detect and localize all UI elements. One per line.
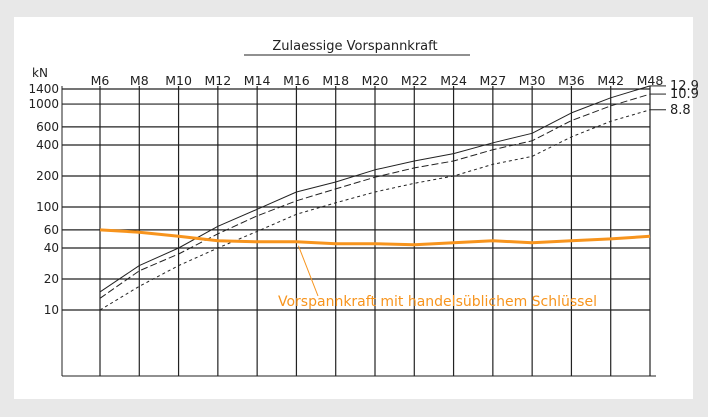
chart-panel	[14, 17, 693, 399]
y-tick-label: 60	[44, 223, 59, 237]
series-line-grade-12-9	[99, 85, 651, 293]
y-axis-label: kN	[32, 66, 48, 80]
x-tick-label: M48	[637, 73, 664, 88]
y-tick-label: 1000	[28, 97, 59, 111]
x-tick-label: M6	[91, 73, 110, 88]
series-end-label: 8.8	[670, 103, 691, 118]
x-tick-label: M10	[165, 73, 192, 88]
x-tick-label: M36	[558, 73, 585, 88]
annotation-leader	[297, 245, 319, 297]
annotation-label: Vorspannkraft mit handelsüblichem Schlüs…	[278, 294, 597, 310]
series-line-grade-10-9	[99, 93, 651, 299]
chart-title: Zulaessige Vorspannkraft	[272, 39, 437, 54]
x-tick-label: M42	[597, 73, 624, 88]
x-tick-label: M18	[322, 73, 349, 88]
y-tick-label: 600	[36, 120, 59, 134]
y-tick-label: 10	[44, 303, 59, 317]
x-tick-label: M16	[283, 73, 310, 88]
x-tick-label: M12	[205, 73, 232, 88]
y-tick-label: 100	[36, 200, 59, 214]
series-end-label: 12.9	[670, 79, 699, 94]
y-tick-label: 400	[36, 138, 59, 152]
y-tick-label: 200	[36, 169, 59, 183]
x-tick-label: M22	[401, 73, 428, 88]
y-tick-label: 20	[44, 272, 59, 286]
y-tick-label: 1400	[28, 82, 59, 96]
series-line-wrench-preload	[99, 228, 651, 247]
x-tick-label: M27	[480, 73, 507, 88]
x-tick-label: M30	[519, 73, 546, 88]
x-tick-label: M8	[130, 73, 149, 88]
series-end-label: 10.9	[670, 87, 699, 102]
x-tick-label: M14	[244, 73, 271, 88]
x-tick-label: M24	[440, 73, 467, 88]
y-tick-label: 40	[44, 241, 59, 255]
x-tick-label: M20	[362, 73, 389, 88]
series-line-grade-8-8	[99, 109, 651, 311]
